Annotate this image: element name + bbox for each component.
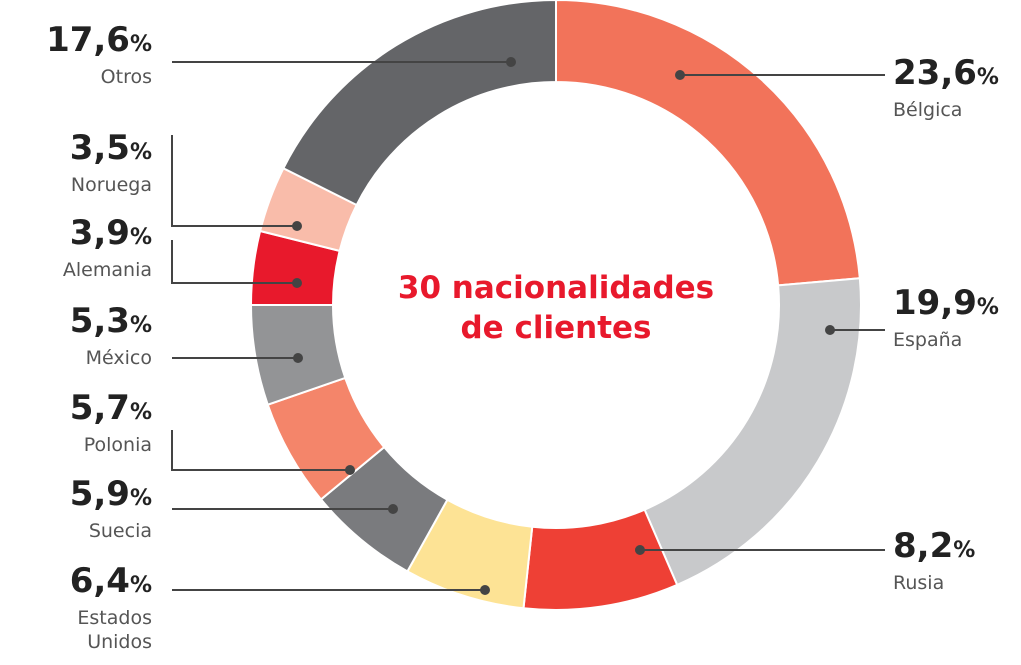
leader-dot xyxy=(293,353,303,363)
category-label: Bélgica xyxy=(893,99,963,121)
category-label: Rusia xyxy=(893,572,945,594)
value-number: 19,9 xyxy=(893,283,977,323)
segment-label: 5,3% México xyxy=(2,301,152,370)
value-unit: % xyxy=(129,225,152,250)
leader-line xyxy=(171,240,297,284)
value-number: 6,4 xyxy=(69,561,130,601)
value-label: 5,3% xyxy=(2,301,152,346)
value-unit: % xyxy=(129,400,152,425)
value-number: 3,5 xyxy=(69,128,130,168)
value-unit: % xyxy=(129,573,152,598)
value-label: 8,2% xyxy=(893,526,1021,571)
category-label: Polonia xyxy=(83,434,152,456)
donut-segment xyxy=(282,0,557,207)
center-text: 30 nacionalidades de clientes xyxy=(356,268,756,348)
leader-dot xyxy=(345,465,355,475)
segment-label: 17,6% Otros xyxy=(2,20,152,89)
leader-dot xyxy=(675,70,685,80)
value-unit: % xyxy=(129,32,152,57)
segment-label: 5,9% Suecia xyxy=(2,474,152,543)
value-number: 3,9 xyxy=(69,213,130,253)
leader-dot xyxy=(635,545,645,555)
leader-dot xyxy=(292,221,302,231)
value-label: 17,6% xyxy=(2,20,152,65)
value-label: 3,5% xyxy=(2,128,152,173)
category-label: Noruega xyxy=(70,174,152,196)
value-label: 5,9% xyxy=(2,474,152,519)
leader-dot xyxy=(292,278,302,288)
value-number: 5,7 xyxy=(69,388,130,428)
segment-label: 5,7% Polonia xyxy=(2,388,152,457)
category-label: Alemania xyxy=(62,259,152,281)
leader-line xyxy=(171,135,297,227)
value-label: 23,6% xyxy=(893,53,1021,98)
value-unit: % xyxy=(129,486,152,511)
value-number: 8,2 xyxy=(893,526,954,566)
value-unit: % xyxy=(976,295,999,320)
segment-label: 8,2% Rusia xyxy=(893,526,1021,595)
value-number: 5,9 xyxy=(69,474,130,514)
donut-segment xyxy=(555,0,861,287)
value-unit: % xyxy=(976,65,999,90)
center-line: 30 nacionalidades xyxy=(397,270,715,306)
category-label: España xyxy=(893,329,963,351)
center-line: de clientes xyxy=(460,310,652,346)
leader-dot xyxy=(506,57,516,67)
segment-label: 3,5% Noruega xyxy=(2,128,152,197)
value-label: 6,4% xyxy=(2,561,152,606)
value-number: 5,3 xyxy=(69,301,130,341)
value-number: 23,6 xyxy=(893,53,977,93)
value-unit: % xyxy=(953,538,976,563)
value-label: 19,9% xyxy=(893,283,1021,328)
leader-line xyxy=(171,430,350,471)
segment-label: 23,6% Bélgica xyxy=(893,53,1021,122)
value-label: 5,7% xyxy=(2,388,152,433)
category-label: Suecia xyxy=(88,520,152,542)
leader-dot xyxy=(388,504,398,514)
value-number: 17,6 xyxy=(46,20,130,60)
leader-dot xyxy=(480,585,490,595)
value-unit: % xyxy=(129,140,152,165)
value-unit: % xyxy=(129,313,152,338)
segment-label: 6,4% Estados Unidos xyxy=(2,561,152,654)
value-label: 3,9% xyxy=(2,213,152,258)
category-label: México xyxy=(85,347,152,369)
category-label: Otros xyxy=(100,66,152,88)
leader-dot xyxy=(825,325,835,335)
segment-label: 3,9% Alemania xyxy=(2,213,152,282)
category-label: Estados Unidos xyxy=(77,607,152,653)
segment-label: 19,9% España xyxy=(893,283,1021,352)
